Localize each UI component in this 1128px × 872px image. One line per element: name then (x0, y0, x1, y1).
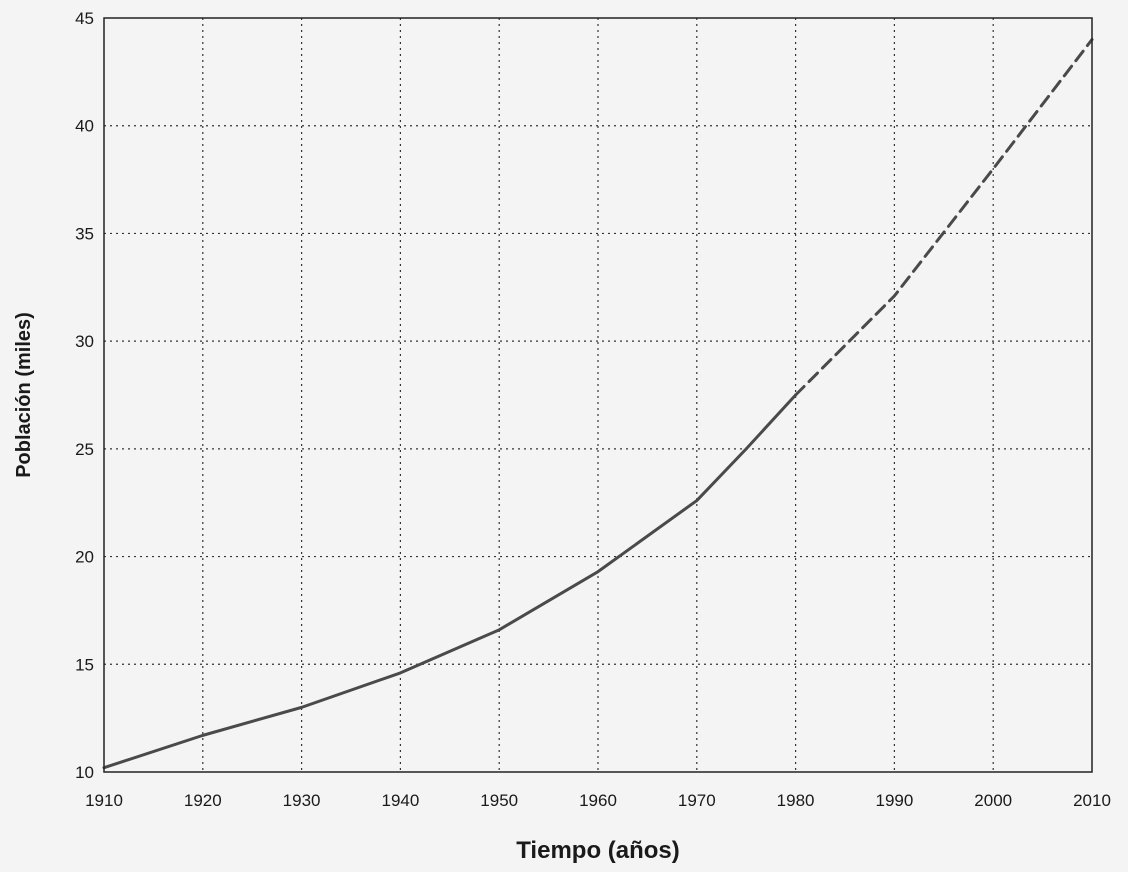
x-tick-label: 1950 (480, 791, 518, 810)
y-tick-label: 10 (75, 763, 94, 782)
x-tick-label: 1940 (381, 791, 419, 810)
x-tick-label: 1990 (875, 791, 913, 810)
y-tick-label: 30 (75, 332, 94, 351)
x-tick-label: 1920 (184, 791, 222, 810)
x-tick-label: 1930 (283, 791, 321, 810)
series-lines (102, 38, 1094, 770)
x-tick-label: 1960 (579, 791, 617, 810)
grid (104, 18, 1092, 772)
dashed-series-line (794, 38, 1094, 397)
plot-background (104, 18, 1092, 772)
y-tick-label: 35 (75, 224, 94, 243)
y-tick-label: 20 (75, 548, 94, 567)
x-tick-label: 1910 (85, 791, 123, 810)
y-tick-label: 40 (75, 117, 94, 136)
x-tick-label: 2000 (974, 791, 1012, 810)
x-tick-label: 1980 (777, 791, 815, 810)
x-axis-title: Tiempo (años) (516, 837, 680, 864)
y-tick-label: 25 (75, 440, 94, 459)
plot-frame (103, 17, 1093, 773)
solid-series-line (102, 393, 798, 770)
x-tick-label: 1970 (678, 791, 716, 810)
y-axis-title: Población (miles) (13, 312, 35, 478)
y-tick-label: 45 (75, 9, 94, 28)
y-tick-label: 15 (75, 655, 94, 674)
y-tick-labels: 10 15 20 25 30 35 40 45 (75, 9, 94, 782)
x-tick-label: 2010 (1073, 791, 1111, 810)
x-tick-labels: 1910 1920 1930 1940 1950 1960 1970 1980 1990 2000… (85, 791, 1111, 810)
